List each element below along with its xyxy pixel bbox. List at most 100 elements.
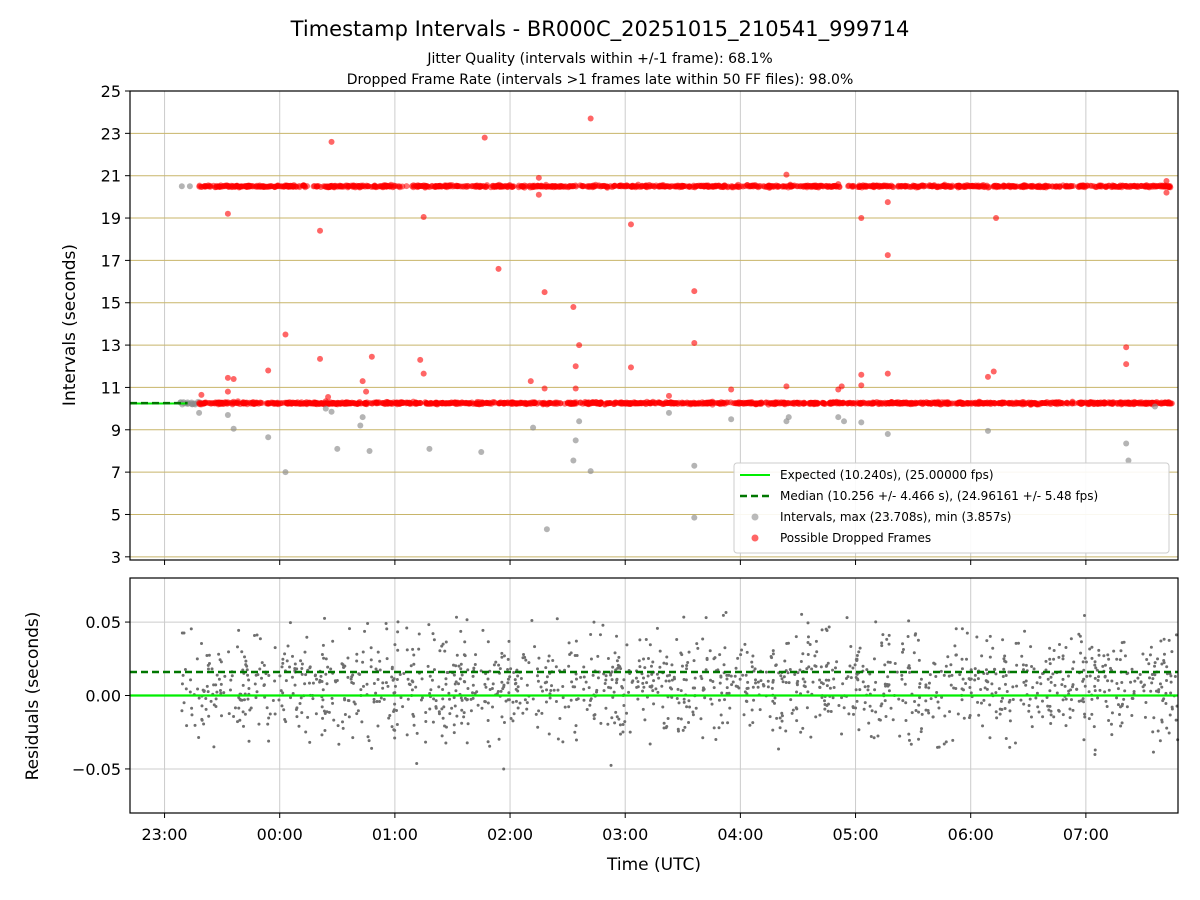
- residual-point: [1098, 688, 1102, 692]
- dropped-frame-point: [838, 383, 845, 390]
- residual-point: [726, 721, 730, 725]
- dropped-frame-band-point: [274, 182, 281, 189]
- residual-point: [1064, 724, 1068, 728]
- residual-point: [753, 667, 757, 671]
- residual-point: [1165, 665, 1169, 669]
- dropped-frame-band-point: [821, 400, 828, 407]
- residual-point: [217, 677, 221, 681]
- residual-point: [460, 708, 464, 712]
- residual-point: [973, 667, 977, 671]
- residual-point: [471, 674, 475, 678]
- residual-point: [523, 698, 527, 702]
- residual-point: [651, 689, 655, 693]
- residual-point: [681, 728, 685, 732]
- residual-point: [844, 677, 848, 681]
- residual-point: [604, 678, 608, 682]
- residual-point: [851, 706, 855, 710]
- dropped-frame-band-point: [213, 399, 220, 406]
- residual-point: [567, 664, 571, 668]
- residual-point: [558, 717, 562, 721]
- dropped-frame-point: [541, 385, 548, 392]
- residual-point: [1087, 717, 1091, 721]
- dropped-frame-band-point: [1064, 183, 1071, 190]
- residual-point: [1024, 683, 1028, 687]
- residual-point: [642, 657, 646, 661]
- residual-point: [393, 736, 397, 740]
- residual-point: [388, 714, 392, 718]
- residual-point: [303, 650, 307, 654]
- residual-point: [294, 707, 298, 711]
- residual-point: [395, 709, 399, 713]
- residual-point: [1044, 668, 1048, 672]
- residual-point: [1004, 737, 1008, 741]
- residual-point: [219, 682, 223, 686]
- residual-point: [907, 738, 911, 742]
- residual-point: [547, 654, 551, 658]
- residual-point: [988, 655, 992, 659]
- residual-point: [720, 691, 724, 695]
- residual-point: [884, 715, 888, 719]
- residual-point: [455, 615, 459, 619]
- residual-point: [725, 686, 729, 690]
- residual-point: [1069, 688, 1073, 692]
- residual-point: [1084, 660, 1088, 664]
- interval-point: [230, 425, 237, 432]
- residual-point: [247, 687, 251, 691]
- residual-point: [655, 672, 659, 676]
- residual-point: [324, 657, 328, 661]
- dropped-frame-band-point: [466, 400, 473, 407]
- residual-point: [563, 705, 567, 709]
- residual-point: [1158, 682, 1162, 686]
- residual-point: [218, 689, 222, 693]
- residual-point: [1097, 648, 1101, 652]
- residual-point: [738, 677, 742, 681]
- residual-point: [665, 655, 669, 659]
- residual-point: [219, 660, 223, 664]
- residual-point: [289, 696, 293, 700]
- interval-point: [835, 414, 842, 421]
- residual-point: [958, 673, 962, 677]
- residual-point: [281, 657, 285, 661]
- residual-point: [502, 767, 506, 771]
- residual-point: [561, 740, 565, 744]
- interval-point: [858, 419, 865, 426]
- dropped-frame-band-point: [1106, 400, 1113, 407]
- residual-point: [840, 696, 844, 700]
- residual-point: [730, 683, 734, 687]
- residual-point: [722, 663, 726, 667]
- residual-point: [1046, 704, 1050, 708]
- interval-point: [570, 457, 577, 464]
- residual-point: [189, 627, 193, 631]
- dropped-frame-band-point: [207, 183, 214, 190]
- interval-point: [728, 416, 735, 423]
- dropped-frame-band-point: [992, 183, 999, 190]
- residual-point: [943, 714, 947, 718]
- residual-point: [411, 712, 415, 716]
- x-tick-label: 07:00: [1063, 825, 1109, 844]
- dropped-frame-band-point: [742, 399, 749, 406]
- residual-point: [895, 670, 899, 674]
- dropped-frame-band-point: [331, 399, 338, 406]
- residual-point: [928, 673, 932, 677]
- residual-point: [395, 678, 399, 682]
- residual-point: [596, 676, 600, 680]
- residual-point: [916, 638, 920, 642]
- dropped-frame-band-point: [201, 183, 208, 190]
- residual-point: [273, 679, 277, 683]
- dropped-frame-band-point: [844, 400, 851, 407]
- residual-point: [544, 700, 548, 704]
- residual-point: [1129, 680, 1133, 684]
- dropped-frame-band-point: [883, 400, 890, 407]
- residual-point: [728, 706, 732, 710]
- residual-point: [994, 710, 998, 714]
- residual-point: [1057, 655, 1061, 659]
- residual-point: [880, 644, 884, 648]
- dropped-frame-band-point: [222, 399, 229, 406]
- residual-point: [323, 616, 327, 620]
- residual-point: [393, 643, 397, 647]
- residual-point: [460, 698, 464, 702]
- residual-point: [712, 726, 716, 730]
- residual-point: [1049, 680, 1053, 684]
- residual-point: [1093, 684, 1097, 688]
- residual-point: [670, 687, 674, 691]
